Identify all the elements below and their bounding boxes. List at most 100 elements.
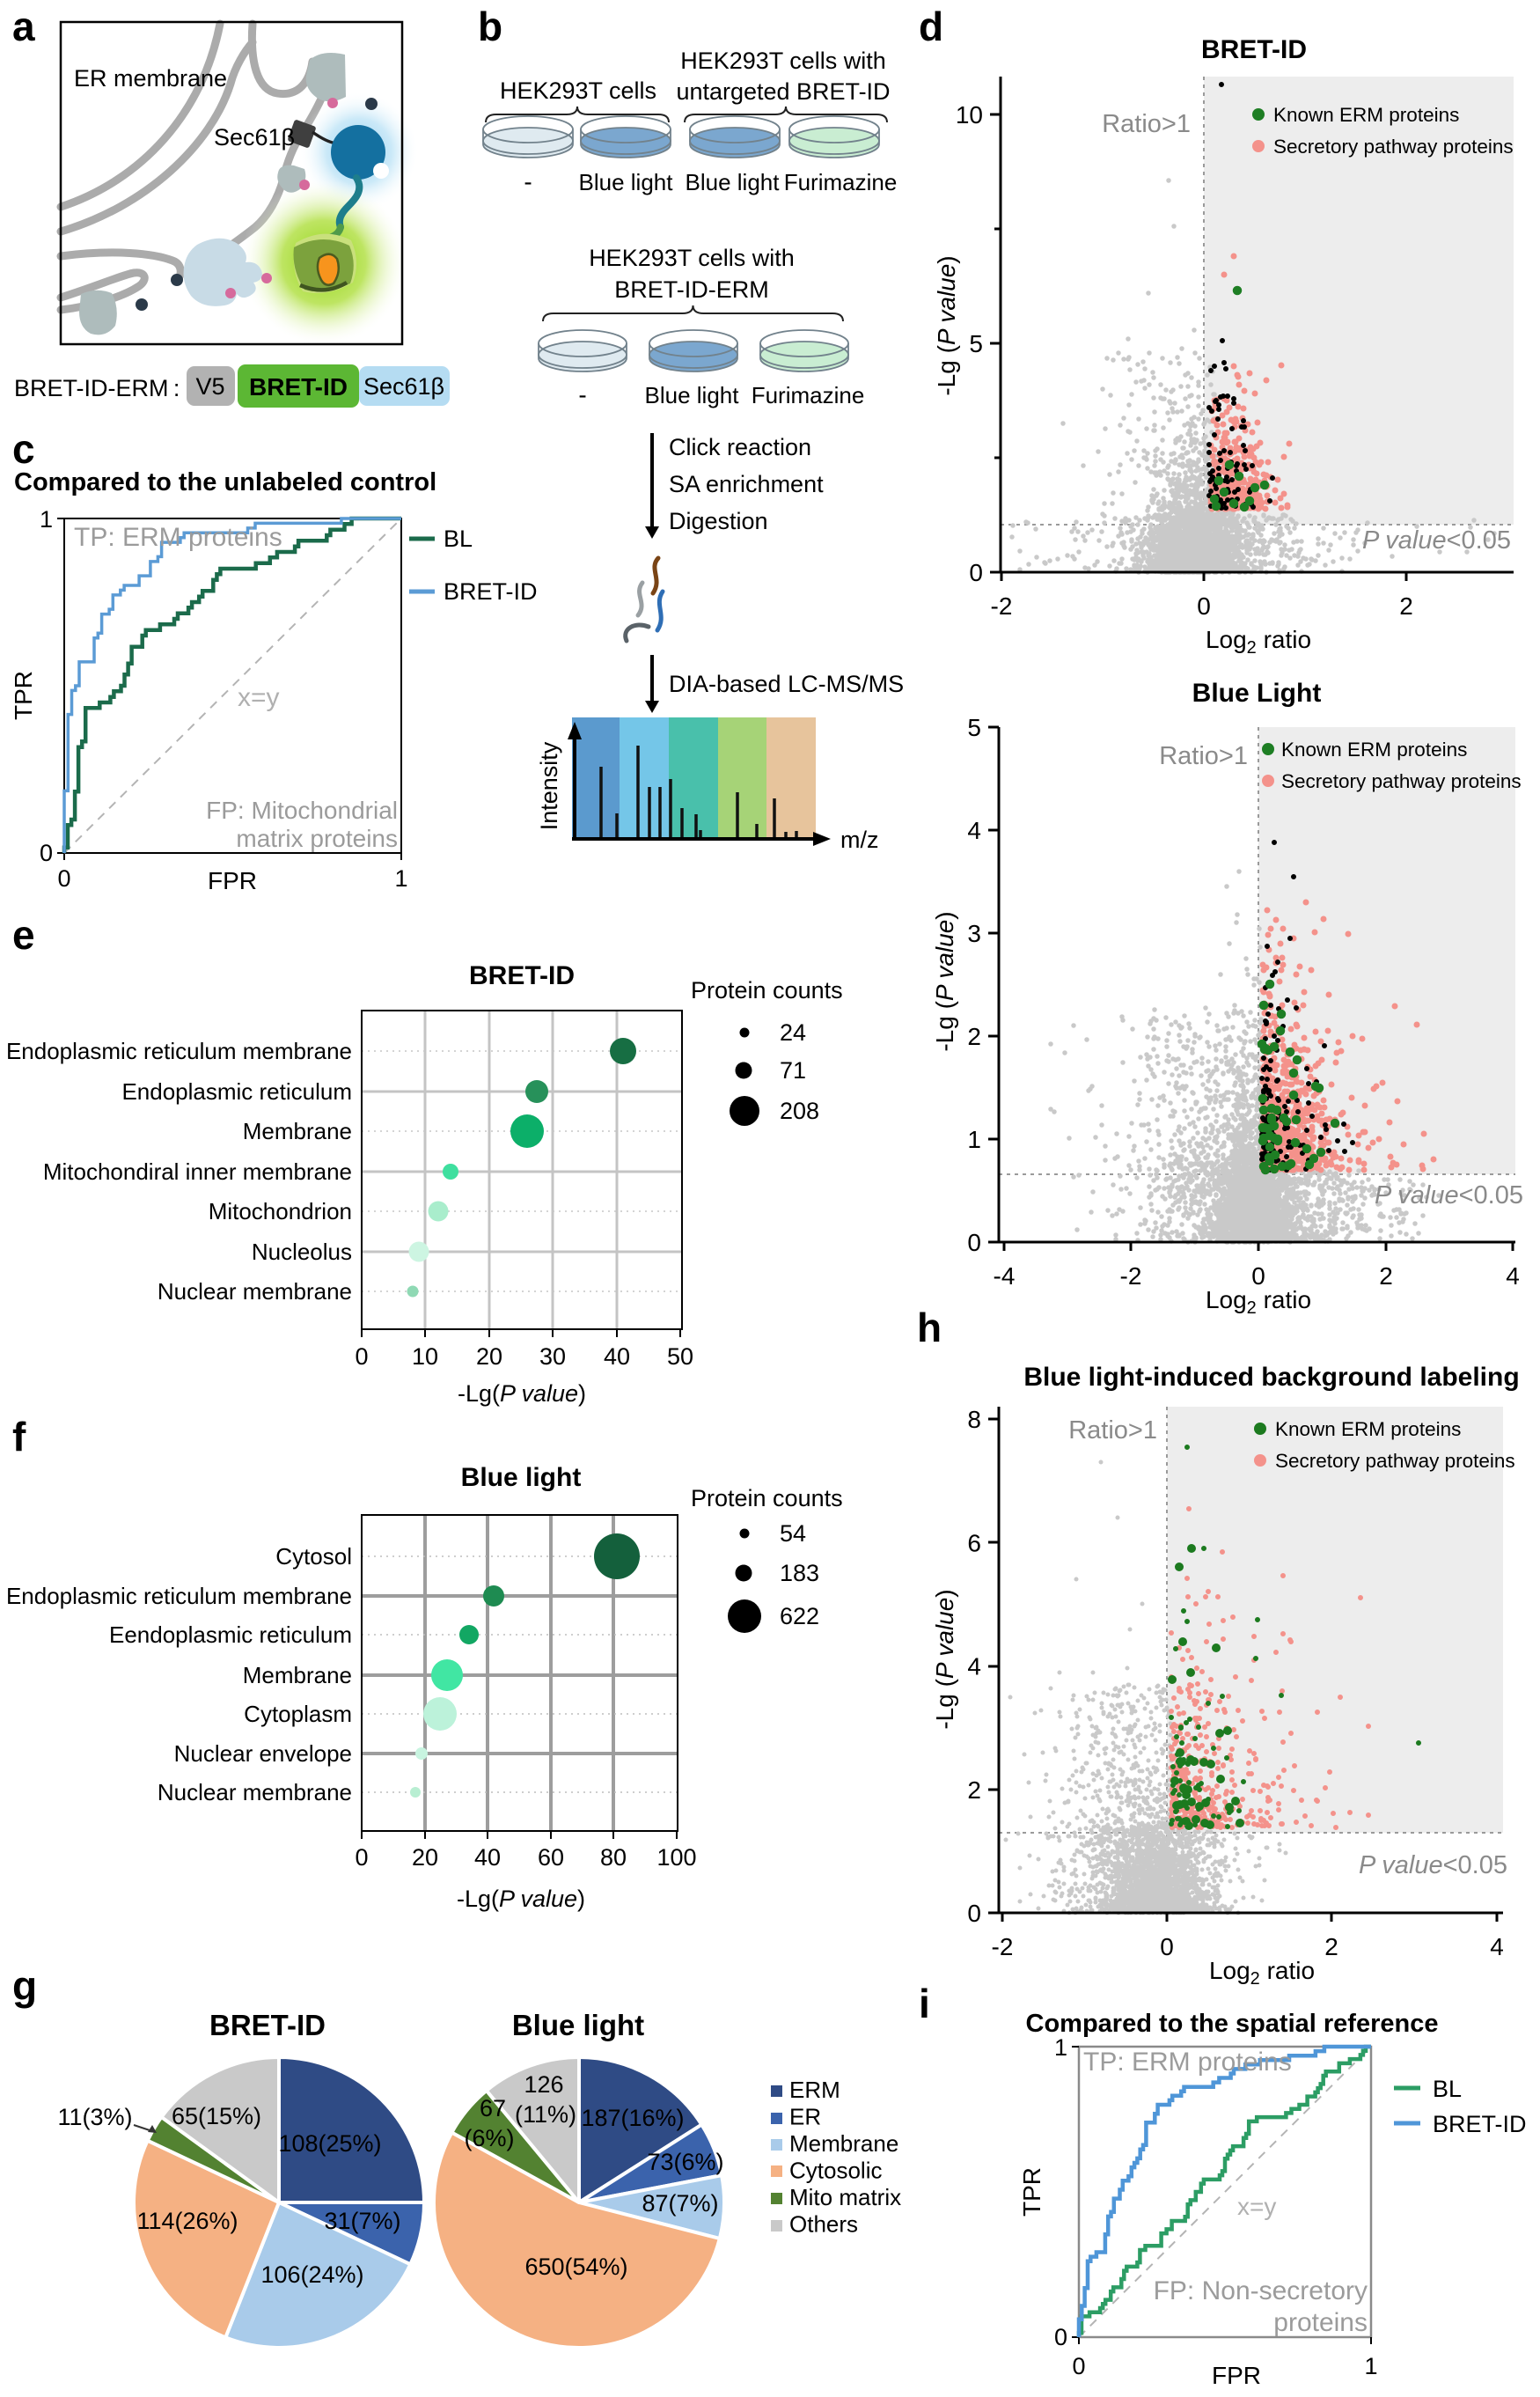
svg-text:-Lg (P value): -Lg (P value) (933, 255, 960, 395)
svg-text:2: 2 (967, 1023, 981, 1050)
svg-text:BL: BL (1433, 2076, 1462, 2102)
svg-text:ER membrane: ER membrane (74, 65, 227, 92)
svg-text:TP: ERM proteins: TP: ERM proteins (1083, 2048, 1292, 2077)
svg-text:TPR: TPR (1018, 2167, 1045, 2217)
svg-text:FPR: FPR (208, 867, 257, 894)
svg-text:BL: BL (444, 526, 473, 552)
svg-text:x=y: x=y (1237, 2193, 1276, 2220)
svg-text:-4: -4 (994, 1262, 1016, 1290)
svg-text:Compared to the unlabeled cont: Compared to the unlabeled control (14, 468, 436, 496)
svg-text:Blue light: Blue light (645, 382, 740, 408)
svg-text:Protein counts: Protein counts (691, 977, 843, 1004)
svg-text:0: 0 (1160, 1933, 1174, 1960)
svg-text:BRET-ID: BRET-ID (444, 578, 538, 605)
svg-text:P value<0.05: P value<0.05 (1375, 1181, 1523, 1210)
svg-text:0: 0 (355, 1343, 368, 1370)
svg-text:183: 183 (780, 1560, 819, 1586)
svg-text:30: 30 (539, 1343, 566, 1370)
svg-text:0: 0 (355, 1844, 368, 1871)
svg-text:Membrane: Membrane (243, 1662, 352, 1688)
svg-text:Ratio>1: Ratio>1 (1102, 110, 1191, 138)
svg-text:TP: ERM proteins: TP: ERM proteins (74, 523, 282, 552)
svg-text:g: g (12, 1963, 37, 2009)
svg-text:BRET-ID: BRET-ID (1201, 35, 1307, 64)
svg-text:Known ERM proteins: Known ERM proteins (1275, 1418, 1461, 1440)
svg-text:1: 1 (1054, 2034, 1067, 2061)
svg-text:Blue light: Blue light (461, 1463, 582, 1492)
svg-text:-: - (578, 381, 586, 408)
svg-text:106(24%): 106(24%) (260, 2261, 363, 2288)
svg-text:P value<0.05: P value<0.05 (1362, 526, 1511, 555)
svg-text:FP: Non-secretory: FP: Non-secretory (1154, 2276, 1368, 2305)
svg-text:Blue light-induced background: Blue light-induced background labeling (1023, 1363, 1519, 1392)
svg-text:x=y: x=y (238, 683, 280, 712)
svg-text:67: 67 (480, 2095, 506, 2121)
svg-text:73(6%): 73(6%) (647, 2149, 723, 2175)
svg-text:d: d (919, 4, 943, 49)
svg-text:5: 5 (969, 330, 983, 357)
svg-text:a: a (12, 4, 35, 49)
svg-text:-2: -2 (992, 1933, 1014, 1960)
svg-text:BRET-ID-ERM: BRET-ID-ERM (614, 276, 769, 303)
svg-text:4: 4 (967, 817, 981, 844)
svg-text:(11%): (11%) (515, 2101, 576, 2128)
svg-text:187(16%): 187(16%) (581, 2105, 684, 2131)
svg-text:m/z: m/z (840, 827, 879, 853)
svg-text:Blue light: Blue light (579, 169, 674, 195)
svg-text:BRET-ID-ERM :: BRET-ID-ERM : (14, 375, 180, 401)
svg-text:11(3%): 11(3%) (57, 2104, 132, 2130)
svg-text:HEK293T cells with: HEK293T cells with (680, 48, 886, 74)
svg-text:0: 0 (1197, 592, 1211, 620)
svg-text:P value<0.05: P value<0.05 (1359, 1851, 1507, 1879)
svg-text:80: 80 (600, 1844, 627, 1871)
svg-text:10: 10 (412, 1343, 438, 1370)
svg-text:Secretory pathway proteins: Secretory pathway proteins (1275, 1450, 1515, 1472)
svg-text:Nuclear membrane: Nuclear membrane (158, 1278, 352, 1305)
svg-text:1: 1 (967, 1126, 981, 1153)
svg-text:0: 0 (967, 1229, 981, 1256)
svg-text:40: 40 (604, 1343, 630, 1370)
svg-text:126: 126 (524, 2071, 563, 2098)
svg-text:ER: ER (789, 2104, 821, 2130)
svg-text:Membrane: Membrane (243, 1118, 352, 1144)
svg-text:87(7%): 87(7%) (642, 2190, 718, 2217)
svg-text:Log2 ratio: Log2 ratio (1206, 1286, 1311, 1318)
svg-text:Mitochondrion: Mitochondrion (209, 1198, 352, 1224)
svg-text:h: h (917, 1305, 942, 1350)
svg-text:4: 4 (1506, 1262, 1520, 1290)
svg-text:Blue Light: Blue Light (1192, 679, 1322, 708)
svg-text:31(7%): 31(7%) (324, 2208, 400, 2234)
svg-text:Intensity: Intensity (536, 741, 562, 830)
svg-text:108(25%): 108(25%) (278, 2130, 381, 2157)
svg-text:20: 20 (476, 1343, 502, 1370)
svg-text:V5: V5 (195, 373, 224, 400)
svg-text:3: 3 (967, 920, 981, 947)
svg-text:4: 4 (1490, 1933, 1504, 1960)
svg-text:40: 40 (474, 1844, 501, 1871)
svg-text:b: b (478, 4, 502, 49)
svg-text:622: 622 (780, 1603, 819, 1629)
svg-text:(6%): (6%) (464, 2125, 514, 2151)
svg-text:5: 5 (967, 714, 981, 741)
svg-text:-Lg(P value): -Lg(P value) (458, 1380, 586, 1407)
svg-text:Sec61β: Sec61β (363, 373, 444, 400)
svg-text:1: 1 (40, 506, 53, 533)
svg-text:f: f (12, 1414, 26, 1460)
svg-text:0: 0 (40, 840, 53, 866)
svg-text:BRET-ID: BRET-ID (469, 961, 575, 990)
svg-text:c: c (12, 426, 35, 472)
svg-text:Log2 ratio: Log2 ratio (1206, 626, 1311, 658)
svg-text:-Lg (P value): -Lg (P value) (931, 911, 958, 1051)
svg-text:208: 208 (780, 1098, 819, 1124)
svg-text:8: 8 (967, 1406, 981, 1433)
svg-text:Cytosol: Cytosol (275, 1543, 352, 1570)
svg-text:-: - (524, 168, 532, 195)
svg-text:-Lg(P value): -Lg(P value) (457, 1886, 585, 1912)
svg-text:Mitochondiral inner membrane: Mitochondiral inner membrane (43, 1158, 352, 1185)
svg-text:-2: -2 (991, 592, 1013, 620)
svg-text:Protein counts: Protein counts (691, 1485, 843, 1511)
svg-text:Nucleolus: Nucleolus (252, 1239, 352, 1265)
svg-text:114(26%): 114(26%) (136, 2208, 238, 2234)
svg-text:1: 1 (394, 865, 407, 892)
svg-text:FPR: FPR (1212, 2362, 1261, 2389)
